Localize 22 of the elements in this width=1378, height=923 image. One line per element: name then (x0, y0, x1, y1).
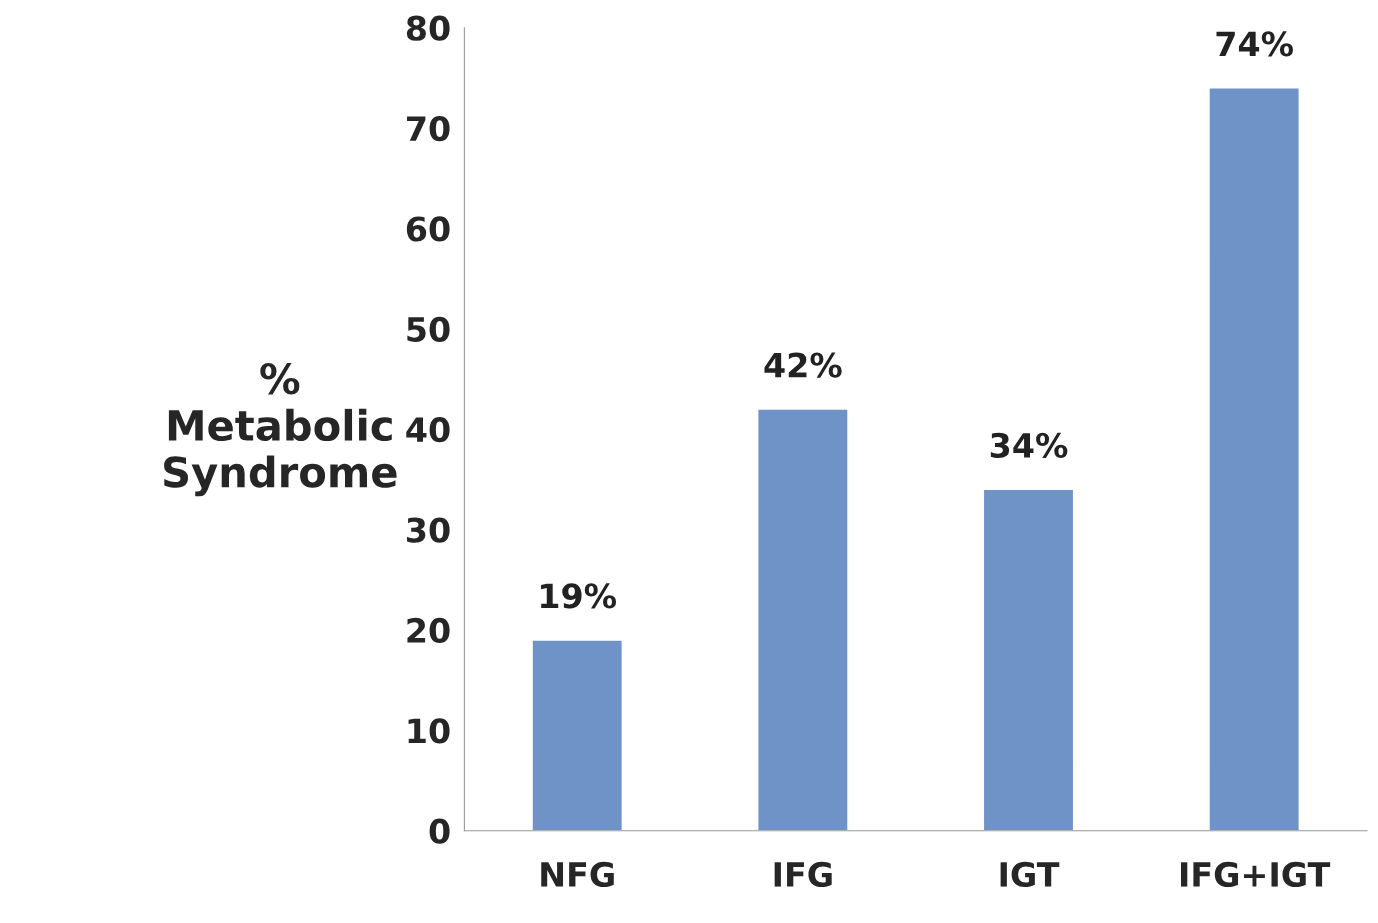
data-label: 42% (764, 352, 842, 378)
y-tick-label: 30 (407, 517, 450, 543)
y-tick-label: 20 (407, 617, 450, 644)
y-tick-label: 70 (407, 115, 450, 142)
y-tick-label: 0 (429, 818, 450, 844)
bar (982, 488, 1075, 831)
bar (757, 408, 849, 831)
y-tick-label: 50 (407, 316, 450, 342)
x-tick-label: IFG (774, 861, 832, 888)
bar (531, 639, 624, 831)
x-tick-label: IFG+IGT (1181, 861, 1331, 888)
data-label: 34% (990, 432, 1068, 458)
x-tick-label: IGT (1000, 861, 1060, 888)
data-label: 19% (541, 583, 617, 609)
y-tick-label: 10 (408, 718, 450, 744)
x-tick-label: NFG (541, 861, 614, 888)
bar (1208, 87, 1300, 831)
data-label: 74% (1216, 31, 1293, 57)
y-tick-label: 40 (406, 417, 450, 443)
y-tick-label: 60 (406, 216, 450, 242)
y-axis-title: % Metabolic Syndrome (164, 362, 397, 497)
y-tick-label: 80 (406, 15, 450, 41)
